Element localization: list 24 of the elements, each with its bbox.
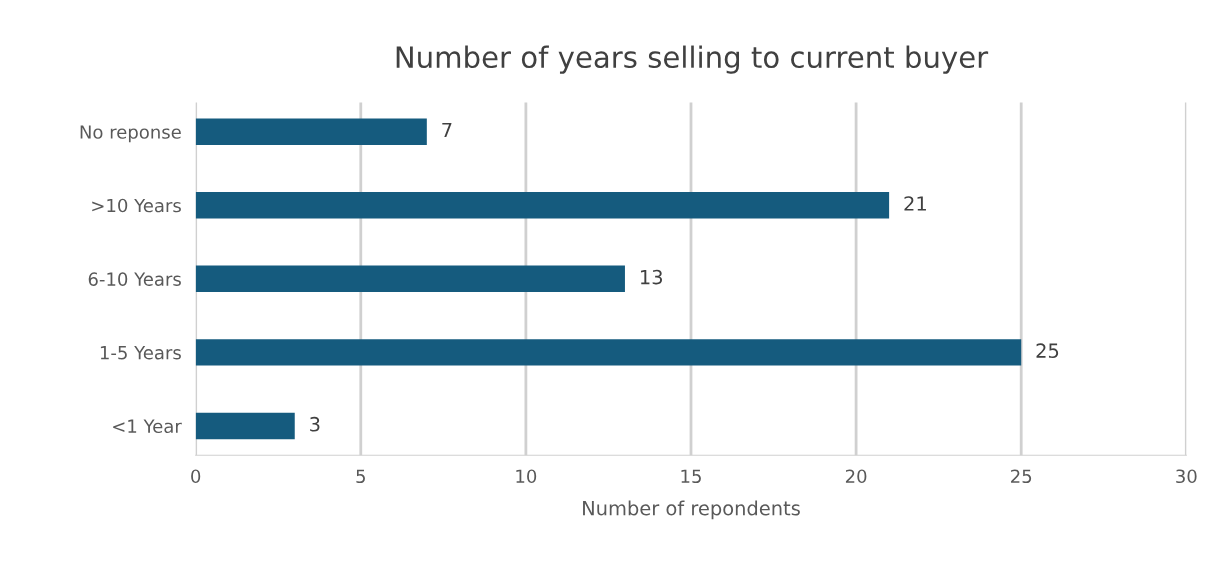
x-tick-label: 5 bbox=[356, 469, 365, 484]
bar bbox=[195, 339, 1022, 366]
x-tick-label: 15 bbox=[681, 469, 701, 484]
x-tick-label: 10 bbox=[516, 469, 537, 484]
data-label: 7 bbox=[442, 122, 452, 138]
chart-title: Number of years selling to current buyer bbox=[396, 45, 989, 74]
x-tick-label: 25 bbox=[1011, 469, 1032, 484]
x-tick-label: 0 bbox=[191, 469, 201, 484]
bar bbox=[195, 412, 295, 440]
y-tick-label: <1 Year bbox=[113, 419, 182, 434]
data-label: 25 bbox=[1036, 343, 1059, 359]
bar bbox=[195, 265, 625, 293]
x-axis-title: Number of repondents bbox=[583, 500, 800, 520]
data-label: 21 bbox=[904, 196, 926, 211]
bar bbox=[195, 192, 890, 219]
data-label: 3 bbox=[310, 416, 320, 432]
x-tick-label: 30 bbox=[1176, 469, 1197, 484]
bar bbox=[195, 118, 427, 145]
y-tick-label: No reponse bbox=[80, 125, 181, 143]
data-label: 13 bbox=[640, 269, 663, 285]
y-tick-label: 1-5 Years bbox=[100, 346, 181, 360]
y-tick-label: 6-10 Years bbox=[88, 272, 181, 286]
x-tick-label: 20 bbox=[845, 469, 867, 484]
y-tick-label: >10 Years bbox=[92, 198, 181, 213]
